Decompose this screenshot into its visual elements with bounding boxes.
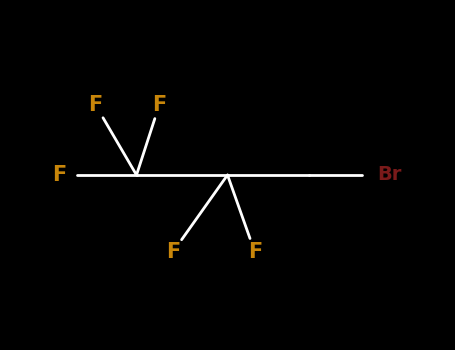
Text: F: F: [166, 242, 180, 262]
Text: F: F: [248, 242, 262, 262]
Text: F: F: [52, 165, 66, 185]
Text: F: F: [88, 95, 103, 115]
Text: F: F: [152, 95, 167, 115]
Text: Br: Br: [377, 166, 401, 184]
